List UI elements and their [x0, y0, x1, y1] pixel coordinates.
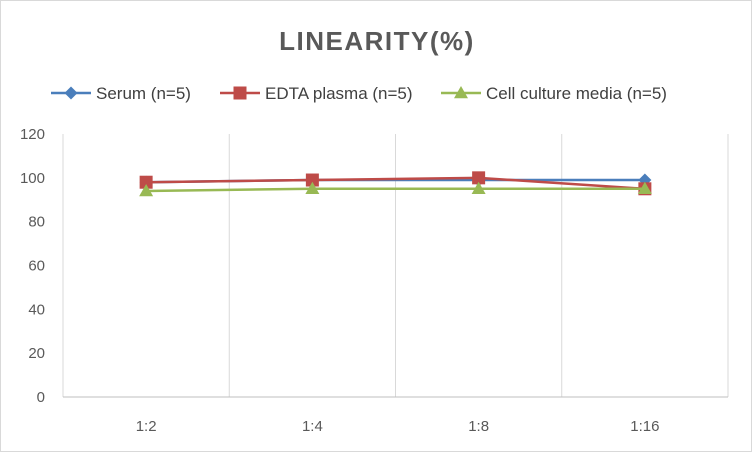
chart-title: LINEARITY(%) — [279, 26, 475, 56]
x-tick-label: 1:16 — [630, 418, 659, 435]
plot-area: 0 20 40 60 80 100 120 1:2 1:4 1:8 1:16 — [20, 126, 729, 435]
series-line — [146, 176, 645, 191]
series-line — [146, 187, 645, 193]
series-layer — [139, 171, 652, 197]
series-group — [139, 171, 652, 196]
gridlines — [62, 134, 729, 397]
x-tick-label: 1:8 — [468, 418, 489, 435]
data-point — [472, 171, 486, 185]
legend: Serum (n=5) EDTA plasma (n=5) Cell culture… — [51, 84, 667, 103]
legend-marker — [233, 86, 247, 100]
data-point — [139, 183, 154, 197]
y-tick-label: 80 — [28, 214, 45, 231]
x-tick-label: 1:2 — [136, 418, 157, 435]
data-point — [471, 181, 486, 195]
y-tick-label: 60 — [28, 258, 45, 275]
y-tick-label: 120 — [20, 126, 45, 143]
legend-item: Serum (n=5) — [51, 84, 191, 103]
series-group — [139, 181, 652, 197]
y-tick-label: 0 — [37, 389, 45, 406]
y-tick-label: 20 — [28, 345, 45, 362]
legend-marker — [454, 86, 468, 99]
legend-item: Cell culture media (n=5) — [441, 84, 667, 103]
data-point — [637, 181, 652, 195]
data-point — [305, 173, 319, 187]
x-axis-ticks: 1:2 1:4 1:8 1:16 — [136, 418, 660, 435]
y-tick-label: 40 — [28, 301, 45, 318]
legend-label: Cell culture media (n=5) — [486, 84, 667, 103]
x-tick-label: 1:4 — [302, 418, 323, 435]
legend-item: EDTA plasma (n=5) — [220, 84, 413, 103]
legend-label: EDTA plasma (n=5) — [265, 84, 413, 103]
data-point — [139, 175, 153, 189]
data-point — [305, 181, 320, 195]
y-tick-label: 100 — [20, 170, 45, 187]
legend-marker — [64, 86, 78, 100]
legend-label: Serum (n=5) — [96, 84, 191, 103]
y-axis-ticks: 0 20 40 60 80 100 120 — [20, 126, 45, 406]
